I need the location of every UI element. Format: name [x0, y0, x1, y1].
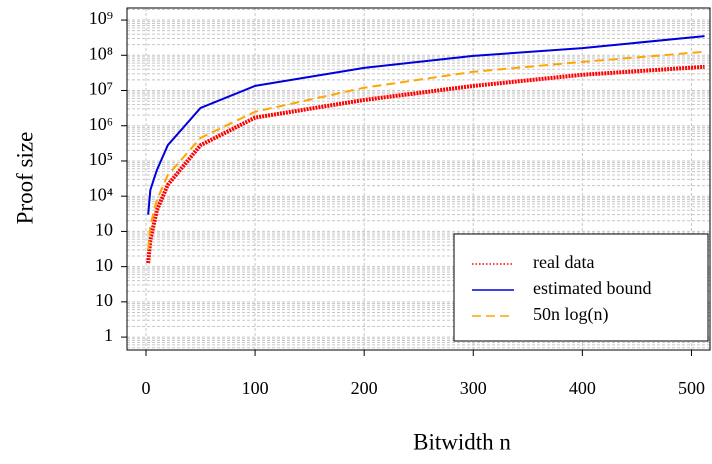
y-tick-label: 10⁶	[89, 114, 113, 134]
y-tick-label: 10⁷	[89, 79, 113, 99]
series-line	[146, 64, 705, 264]
y-tick-label: 10⁹	[89, 8, 113, 28]
series-line	[147, 50, 705, 250]
plot-frame	[126, 7, 711, 351]
x-tick-label: 0	[141, 378, 150, 398]
x-tick-label: 100	[242, 378, 269, 398]
y-tick-label: 10⁴	[89, 184, 113, 204]
y-tick-label: 1	[104, 325, 113, 345]
x-axis-label: Bitwidth n	[413, 429, 511, 454]
y-axis-label: Proof size	[12, 132, 37, 225]
legend-label: estimated bound	[533, 278, 651, 298]
x-tick-label: 400	[569, 378, 596, 398]
legend-label: 50n log(n)	[533, 304, 609, 325]
y-tick-label: 10	[95, 290, 113, 310]
y-tick-label: 10⁸	[89, 43, 113, 63]
x-tick-label: 500	[678, 378, 705, 398]
legend-label: real data	[533, 252, 594, 272]
y-tick-label: 10⁵	[89, 149, 113, 169]
series-line	[147, 35, 705, 215]
y-tick-label: 10	[95, 220, 113, 240]
x-tick-label: 300	[460, 378, 487, 398]
x-tick-label: 200	[351, 378, 378, 398]
y-tick-label: 10	[95, 255, 113, 275]
legend-box	[453, 233, 709, 342]
